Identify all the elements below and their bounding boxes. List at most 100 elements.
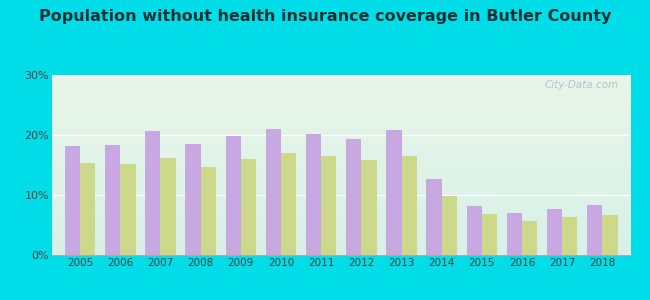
Bar	[52, 181, 630, 183]
Bar	[52, 239, 630, 241]
Bar	[52, 206, 630, 208]
Bar	[467, 206, 482, 255]
Bar	[52, 192, 630, 194]
Bar	[52, 194, 630, 196]
Bar	[402, 156, 417, 255]
Bar	[105, 145, 120, 255]
Bar	[522, 221, 538, 255]
Bar	[52, 232, 630, 233]
Bar	[52, 88, 630, 89]
Bar	[52, 163, 630, 165]
Bar	[52, 75, 630, 77]
Bar	[52, 183, 630, 185]
Bar	[52, 111, 630, 113]
Bar	[52, 179, 630, 181]
Text: City-Data.com: City-Data.com	[545, 80, 619, 90]
Bar	[52, 120, 630, 122]
Bar	[52, 113, 630, 115]
Bar	[52, 134, 630, 136]
Bar	[52, 145, 630, 147]
Bar	[52, 102, 630, 104]
Bar	[52, 151, 630, 152]
Bar	[52, 170, 630, 172]
Bar	[52, 250, 630, 251]
Bar	[603, 215, 618, 255]
Bar	[52, 253, 630, 255]
Bar	[482, 214, 497, 255]
Bar	[52, 136, 630, 138]
Bar	[240, 159, 256, 255]
Bar	[52, 147, 630, 149]
Text: Population without health insurance coverage in Butler County: Population without health insurance cove…	[39, 9, 611, 24]
Bar	[52, 226, 630, 228]
Bar	[52, 79, 630, 80]
Bar	[52, 242, 630, 244]
Bar	[52, 251, 630, 253]
Bar	[52, 86, 630, 88]
Bar	[52, 172, 630, 174]
Bar	[52, 233, 630, 235]
Bar	[52, 237, 630, 239]
Bar	[52, 203, 630, 205]
Bar	[52, 212, 630, 214]
Bar	[52, 89, 630, 91]
Bar	[52, 210, 630, 212]
Bar	[52, 131, 630, 133]
Bar	[52, 160, 630, 161]
Bar	[52, 152, 630, 154]
Bar	[52, 223, 630, 224]
Bar	[321, 156, 337, 255]
Bar	[52, 169, 630, 170]
Bar	[52, 116, 630, 118]
Bar	[52, 165, 630, 167]
Bar	[52, 174, 630, 176]
Bar	[52, 188, 630, 190]
Bar	[52, 104, 630, 106]
Bar	[52, 197, 630, 199]
Bar	[52, 140, 630, 142]
Bar	[52, 196, 630, 197]
Bar	[52, 228, 630, 230]
Bar	[52, 178, 630, 179]
Bar	[52, 230, 630, 232]
Bar	[52, 118, 630, 120]
Bar	[52, 215, 630, 217]
Bar	[442, 196, 457, 255]
Bar	[52, 109, 630, 111]
Bar	[185, 144, 201, 255]
Bar	[52, 199, 630, 201]
Bar	[52, 84, 630, 86]
Bar	[52, 176, 630, 178]
Bar	[52, 221, 630, 223]
Bar	[52, 127, 630, 129]
Bar	[52, 156, 630, 158]
Bar	[507, 213, 522, 255]
Bar	[52, 93, 630, 95]
Bar	[52, 154, 630, 156]
Bar	[52, 100, 630, 102]
Bar	[587, 205, 603, 255]
Bar	[52, 190, 630, 192]
Bar	[562, 217, 577, 255]
Bar	[281, 153, 296, 255]
Bar	[386, 130, 402, 255]
Bar	[361, 160, 376, 255]
Bar	[346, 139, 361, 255]
Bar	[52, 244, 630, 246]
Bar	[52, 97, 630, 98]
Bar	[52, 98, 630, 100]
Bar	[266, 129, 281, 255]
Bar	[120, 164, 136, 255]
Bar	[52, 187, 630, 188]
Bar	[52, 208, 630, 210]
Bar	[52, 142, 630, 143]
Bar	[52, 214, 630, 215]
Bar	[201, 167, 216, 255]
Bar	[52, 106, 630, 107]
Bar	[52, 158, 630, 160]
Bar	[52, 185, 630, 187]
Bar	[52, 107, 630, 109]
Bar	[226, 136, 240, 255]
Bar	[52, 124, 630, 125]
Bar	[52, 219, 630, 221]
